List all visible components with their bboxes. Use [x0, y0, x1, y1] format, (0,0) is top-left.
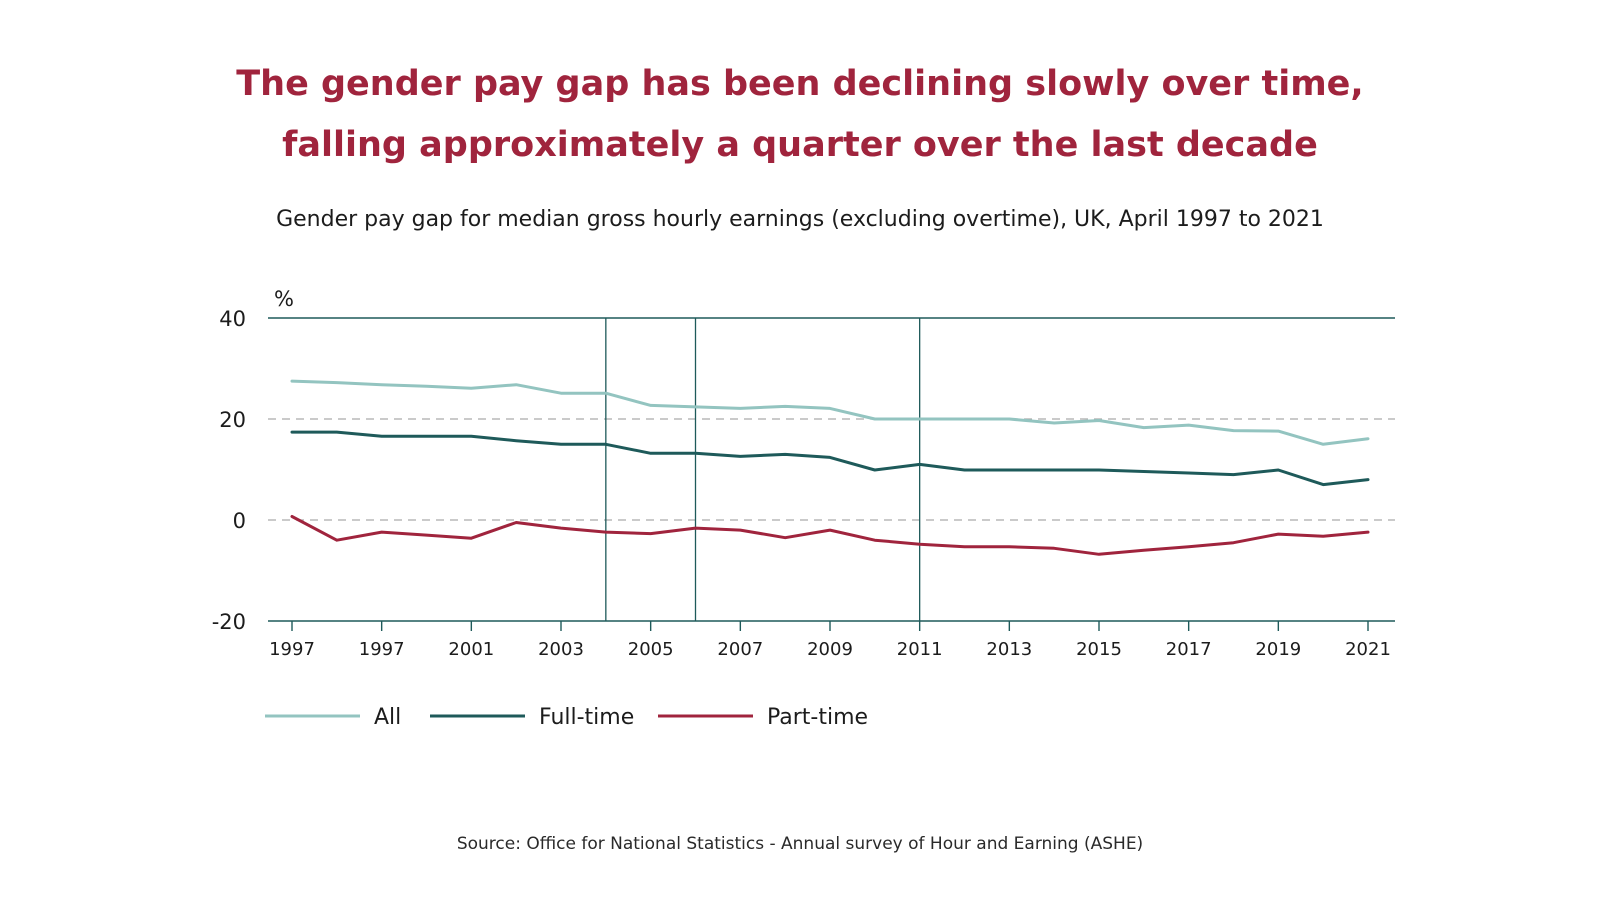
x-tick-label: 2013 [986, 639, 1032, 660]
x-tick-label: 2019 [1255, 639, 1301, 660]
x-tick-label: 1997 [359, 639, 405, 660]
source-note: Source: Office for National Statistics -… [456, 834, 1144, 854]
title-line-2: falling approximately a quarter over the… [282, 125, 1318, 165]
chart-title: The gender pay gap has been declining sl… [0, 54, 1600, 176]
legend-label-full-time: Full-time [539, 705, 634, 730]
legend-label-part-time: Part-time [767, 705, 868, 730]
x-tick-label: 2011 [897, 639, 943, 660]
series-line-all [290, 379, 1370, 446]
legend-label-all: All [374, 705, 401, 730]
y-tick-label: 20 [219, 408, 246, 432]
x-tick-label: 2009 [807, 639, 853, 660]
x-tick-label: 2007 [717, 639, 763, 660]
y-tick-label: 40 [219, 307, 246, 331]
y-tick-label: 0 [233, 509, 246, 533]
title-line-1: The gender pay gap has been declining sl… [236, 64, 1364, 104]
series-line-full-time [290, 430, 1370, 487]
x-tick-label: 2005 [628, 639, 674, 660]
chart-subtitle: Gender pay gap for median gross hourly e… [276, 207, 1324, 232]
x-tick-label: 2015 [1076, 639, 1122, 660]
x-tick-label: 2001 [448, 639, 494, 660]
x-tick-label: 1997 [269, 639, 315, 660]
x-tick-label: 2003 [538, 639, 584, 660]
series-line-part-time [290, 515, 1370, 556]
y-axis-unit-label: % [274, 287, 294, 311]
y-tick-label: -20 [212, 610, 246, 634]
x-tick-label: 2017 [1166, 639, 1212, 660]
x-tick-label: 2021 [1345, 639, 1391, 660]
